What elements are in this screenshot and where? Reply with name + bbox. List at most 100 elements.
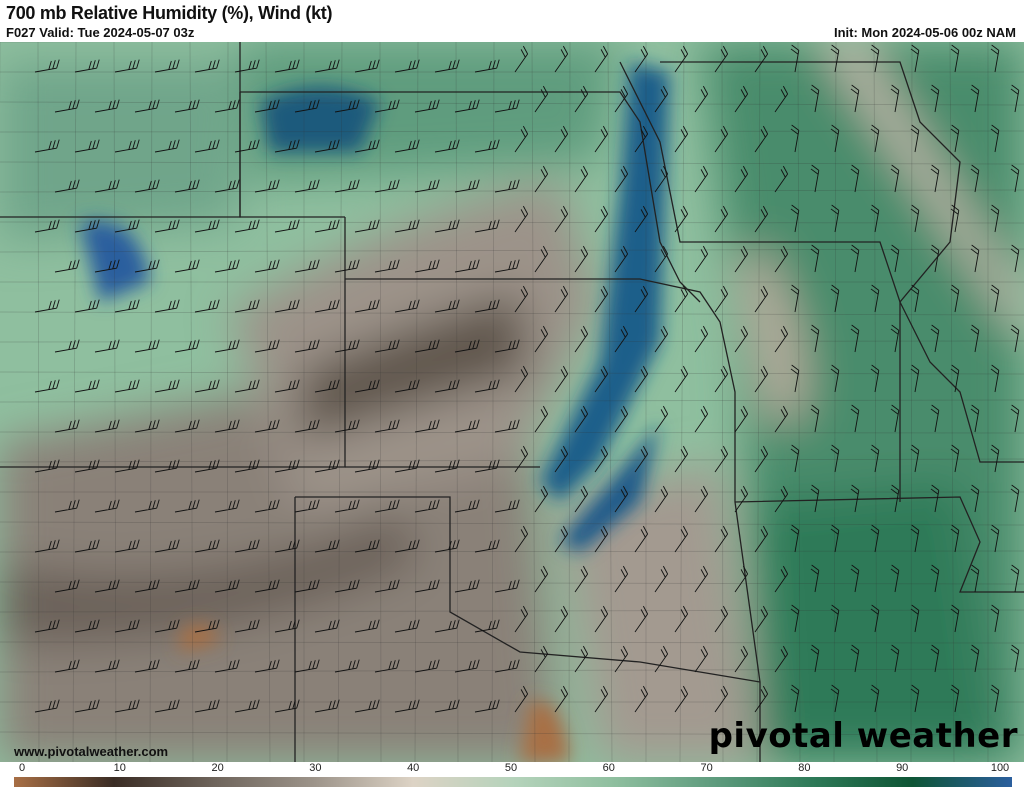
wind-barb <box>354 299 380 313</box>
wind-barb <box>1010 484 1020 513</box>
wind-barb <box>334 259 360 273</box>
wind-barb <box>754 605 769 633</box>
wind-barb <box>194 219 220 233</box>
wind-barb <box>334 339 360 353</box>
wind-barb <box>754 45 769 73</box>
wind-barb <box>394 619 420 633</box>
wind-barb <box>654 325 669 353</box>
wind-barb <box>454 339 480 353</box>
wind-barb <box>494 659 520 673</box>
wind-barb <box>434 379 460 393</box>
wind-barb <box>930 644 940 673</box>
wind-barb <box>774 325 789 353</box>
wind-barb <box>234 59 260 73</box>
wind-barb <box>1010 244 1020 273</box>
wind-barb <box>254 659 280 673</box>
wind-barb <box>354 619 380 633</box>
wind-barb <box>414 339 440 353</box>
wind-barb <box>34 379 60 393</box>
wind-barb <box>970 164 980 193</box>
wind-barb <box>654 85 669 113</box>
wind-barb <box>694 165 709 193</box>
wind-barb <box>274 139 300 153</box>
wind-barb <box>694 645 709 673</box>
wind-barb <box>314 139 340 153</box>
wind-barb <box>54 179 80 193</box>
humidity-wind-map[interactable] <box>0 42 1024 762</box>
wind-barb <box>174 659 200 673</box>
wind-barb <box>554 365 569 393</box>
wind-barb <box>734 325 749 353</box>
wind-barb <box>754 205 769 233</box>
wind-barb <box>910 204 920 233</box>
wind-barb <box>614 405 629 433</box>
wind-barb <box>514 445 529 473</box>
wind-barb <box>314 539 340 553</box>
init-time: Init: Mon 2024-05-06 00z NAM <box>833 25 1016 40</box>
wind-barb <box>754 525 769 553</box>
wind-barb <box>890 324 900 353</box>
colorbar-tick-label: 100 <box>990 762 1010 774</box>
wind-barb <box>950 284 960 313</box>
wind-barb <box>494 339 520 353</box>
wind-barb <box>94 419 120 433</box>
wind-barb <box>54 339 80 353</box>
wind-barb <box>394 219 420 233</box>
wind-barb <box>494 259 520 273</box>
wind-barb <box>174 99 200 113</box>
wind-barb <box>114 619 140 633</box>
wind-barb <box>454 579 480 593</box>
wind-barb <box>654 645 669 673</box>
wind-barb <box>574 165 589 193</box>
wind-barb <box>454 659 480 673</box>
wind-barb <box>634 605 649 633</box>
wind-barb <box>930 324 940 353</box>
wind-barb <box>234 699 260 713</box>
wind-barb <box>174 579 200 593</box>
valid-time: F027 Valid: Tue 2024-05-07 03z <box>6 25 195 40</box>
wind-barb <box>454 419 480 433</box>
wind-barb <box>54 99 80 113</box>
wind-barb <box>434 219 460 233</box>
wind-barb <box>514 365 529 393</box>
wind-barb <box>714 45 729 73</box>
wind-barb <box>494 99 520 113</box>
wind-barb <box>614 325 629 353</box>
wind-barb <box>1010 644 1020 673</box>
wind-barb <box>774 165 789 193</box>
wind-barb <box>950 364 960 393</box>
wind-barb <box>334 419 360 433</box>
wind-barb <box>474 299 500 313</box>
wind-barb <box>1010 564 1020 593</box>
wind-barb <box>674 125 689 153</box>
wind-barb <box>594 365 609 393</box>
wind-barb <box>154 139 180 153</box>
wind-barb <box>634 285 649 313</box>
wind-barb <box>734 405 749 433</box>
wind-barb <box>494 179 520 193</box>
wind-barb <box>790 604 800 633</box>
wind-barb <box>574 85 589 113</box>
wind-barb <box>810 484 820 513</box>
wind-barb <box>354 59 380 73</box>
wind-barb <box>594 45 609 73</box>
state-borders <box>0 42 1024 762</box>
wind-barb <box>94 499 120 513</box>
wind-barb <box>134 419 160 433</box>
wind-barb <box>94 259 120 273</box>
wind-barb <box>614 165 629 193</box>
wind-barb <box>634 205 649 233</box>
wind-barb <box>134 659 160 673</box>
wind-barb <box>374 499 400 513</box>
wind-barb <box>554 45 569 73</box>
wind-barb <box>930 484 940 513</box>
wind-barb <box>354 699 380 713</box>
wind-barb <box>154 299 180 313</box>
wind-barb <box>234 539 260 553</box>
wind-barb <box>950 684 960 713</box>
wind-barb <box>790 524 800 553</box>
wind-barb <box>334 579 360 593</box>
wind-barb <box>514 205 529 233</box>
wind-barb <box>434 619 460 633</box>
wind-barb <box>810 404 820 433</box>
